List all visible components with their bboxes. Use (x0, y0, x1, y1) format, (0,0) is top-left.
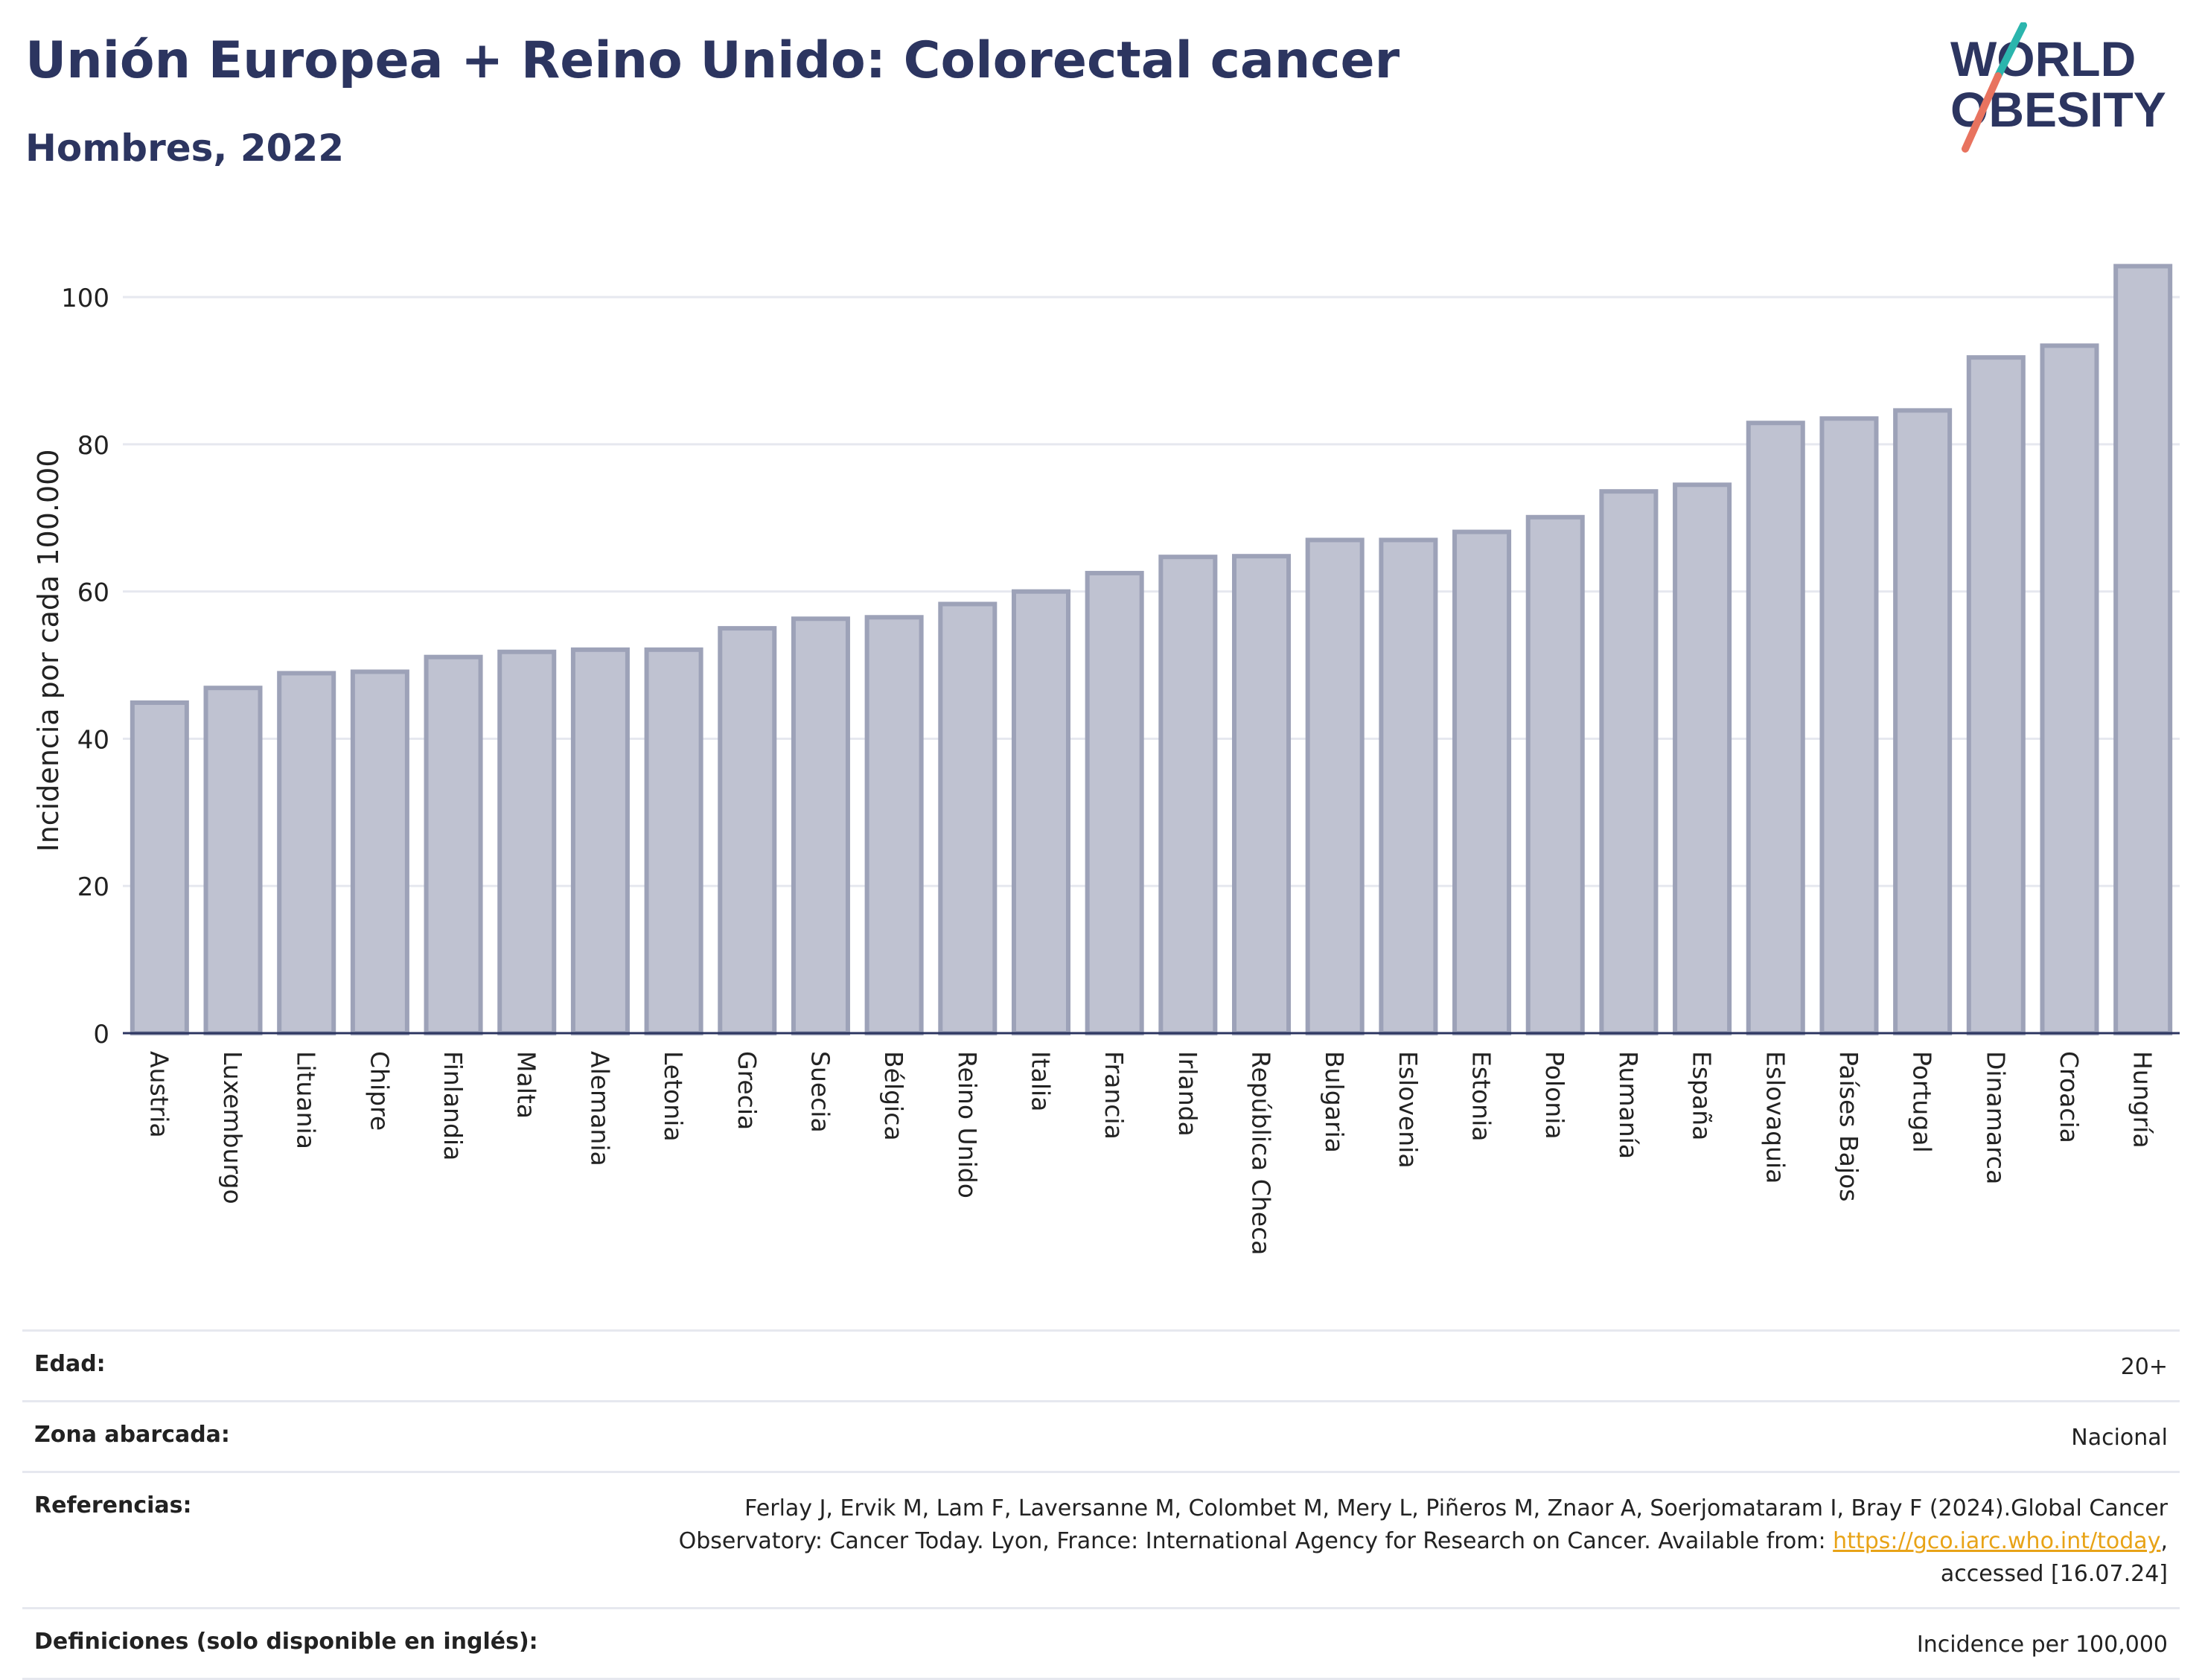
bar-países-bajos (1819, 416, 1879, 1035)
meta-value-age: 20+ (2120, 1354, 2168, 1380)
meta-row-area: Zona abarcada: Nacional (22, 1400, 2180, 1471)
bar-luxemburgo (203, 686, 263, 1035)
bar-reino-unido (938, 601, 998, 1035)
meta-label-references: Referencias: (34, 1492, 192, 1518)
x-tick-label: Italia (1026, 1051, 1055, 1111)
x-tick-label: Francia (1100, 1051, 1129, 1140)
reference-accessed: , accessed [16.07.24] (1940, 1528, 2168, 1587)
bar-república-checa (1232, 554, 1292, 1035)
x-tick-label: Luxemburgo (218, 1051, 247, 1204)
x-tick-label: Chipre (365, 1051, 394, 1131)
logo-slash-teal (1994, 22, 2027, 80)
meta-label-age: Edad: (34, 1351, 106, 1377)
meta-value-references: Ferlay J, Ervik M, Lam F, Laversanne M, … (604, 1492, 2168, 1591)
chart-subtitle: Hombres, 2022 (25, 127, 344, 170)
y-tick-label: 20 (77, 872, 109, 902)
x-tick-label: España (1688, 1051, 1717, 1140)
bar-bélgica (864, 615, 924, 1035)
chart-title: Unión Europea + Reino Unido: Colorectal … (25, 31, 1400, 90)
x-tick-label: Suecia (805, 1051, 834, 1133)
meta-label-definitions: Definiciones (solo disponible en inglés)… (34, 1629, 538, 1655)
x-tick-label: Malta (512, 1051, 541, 1119)
x-tick-label: Lituania (292, 1051, 321, 1149)
bar-alemania (570, 647, 630, 1035)
bar-eslovenia (1379, 537, 1438, 1035)
y-tick-label: 0 (93, 1020, 109, 1050)
bar-lituania (277, 671, 336, 1036)
y-tick-label: 80 (77, 431, 109, 461)
bar-polonia (1525, 514, 1585, 1035)
bar-chart: 0 20 40 60 80 100 Incidencia por cada 100.000 A… (32, 264, 2180, 1255)
logo-slash-coral (1962, 72, 2002, 153)
world-obesity-logo: WORLD OBESITY (1950, 22, 2166, 153)
x-tick-label: Austria (144, 1051, 173, 1138)
x-tick-label: Bulgaria (1320, 1051, 1349, 1153)
x-tick-label: Países Bajos (1834, 1051, 1863, 1201)
bar-suecia (791, 616, 850, 1035)
bar-croacia (2040, 343, 2099, 1035)
y-axis-label: Incidencia por cada 100.000 (32, 449, 65, 852)
metadata-table: Edad: 20+ Zona abarcada: Nacional Refere… (22, 1329, 2180, 1680)
x-tick-label: Hungría (2128, 1051, 2157, 1149)
x-tick-label: Grecia (733, 1051, 762, 1130)
bar-malta (497, 649, 557, 1035)
x-tick-label: Finlandia (438, 1051, 467, 1160)
x-tick-label: Croacia (2055, 1051, 2084, 1143)
x-tick-label: Eslovaquia (1761, 1051, 1790, 1184)
x-tick-label: Letonia (659, 1051, 688, 1142)
x-tick-label: Reino Unido (953, 1051, 982, 1198)
meta-row-definitions: Definiciones (solo disponible en inglés)… (22, 1607, 2180, 1680)
meta-value-definitions: Incidence per 100,000 (1916, 1632, 2168, 1658)
meta-row-age: Edad: 20+ (22, 1329, 2180, 1400)
logo-text-world: WORLD (1950, 31, 2136, 86)
bar-francia (1085, 570, 1144, 1035)
bar-finlandia (424, 654, 483, 1036)
x-tick-label: Bélgica (879, 1051, 908, 1141)
bar-hungría (2113, 264, 2173, 1036)
bar-bulgaria (1305, 537, 1365, 1035)
x-tick-label: Irlanda (1173, 1051, 1202, 1137)
bar-rumanía (1599, 489, 1659, 1035)
reference-text: Ferlay J, Ervik M, Lam F, Laversanne M, … (678, 1495, 2168, 1554)
bar-irlanda (1158, 555, 1218, 1035)
meta-row-references: Referencias: Ferlay J, Ervik M, Lam F, L… (22, 1471, 2180, 1607)
x-tick-label: Portugal (1908, 1051, 1937, 1153)
x-tick-label: Alemania (585, 1051, 614, 1166)
x-tick-label: Rumanía (1614, 1051, 1643, 1159)
bar-italia (1011, 589, 1070, 1035)
y-tick-label: 100 (61, 284, 109, 313)
reference-link[interactable]: https://gco.iarc.who.int/today (1833, 1528, 2161, 1554)
meta-value-area: Nacional (2071, 1425, 2168, 1451)
bar-austria (130, 700, 189, 1035)
x-tick-label: República Checa (1247, 1051, 1276, 1255)
bar-chipre (350, 669, 409, 1035)
y-tick-label: 40 (77, 725, 109, 755)
y-tick-label: 60 (77, 578, 109, 608)
bar-eslovaquia (1746, 421, 1805, 1035)
bar-estonia (1452, 529, 1512, 1036)
x-tick-label: Eslovenia (1394, 1051, 1423, 1169)
x-tick-label: Estonia (1467, 1051, 1496, 1141)
bar-portugal (1893, 408, 1953, 1035)
bar-grecia (718, 626, 777, 1035)
x-tick-label: Polonia (1540, 1051, 1569, 1140)
bar-españa (1673, 482, 1732, 1035)
bar-letonia (644, 647, 703, 1035)
bar-dinamarca (1966, 355, 2026, 1035)
x-tick-label: Dinamarca (1981, 1051, 2010, 1184)
meta-label-area: Zona abarcada: (34, 1422, 230, 1448)
